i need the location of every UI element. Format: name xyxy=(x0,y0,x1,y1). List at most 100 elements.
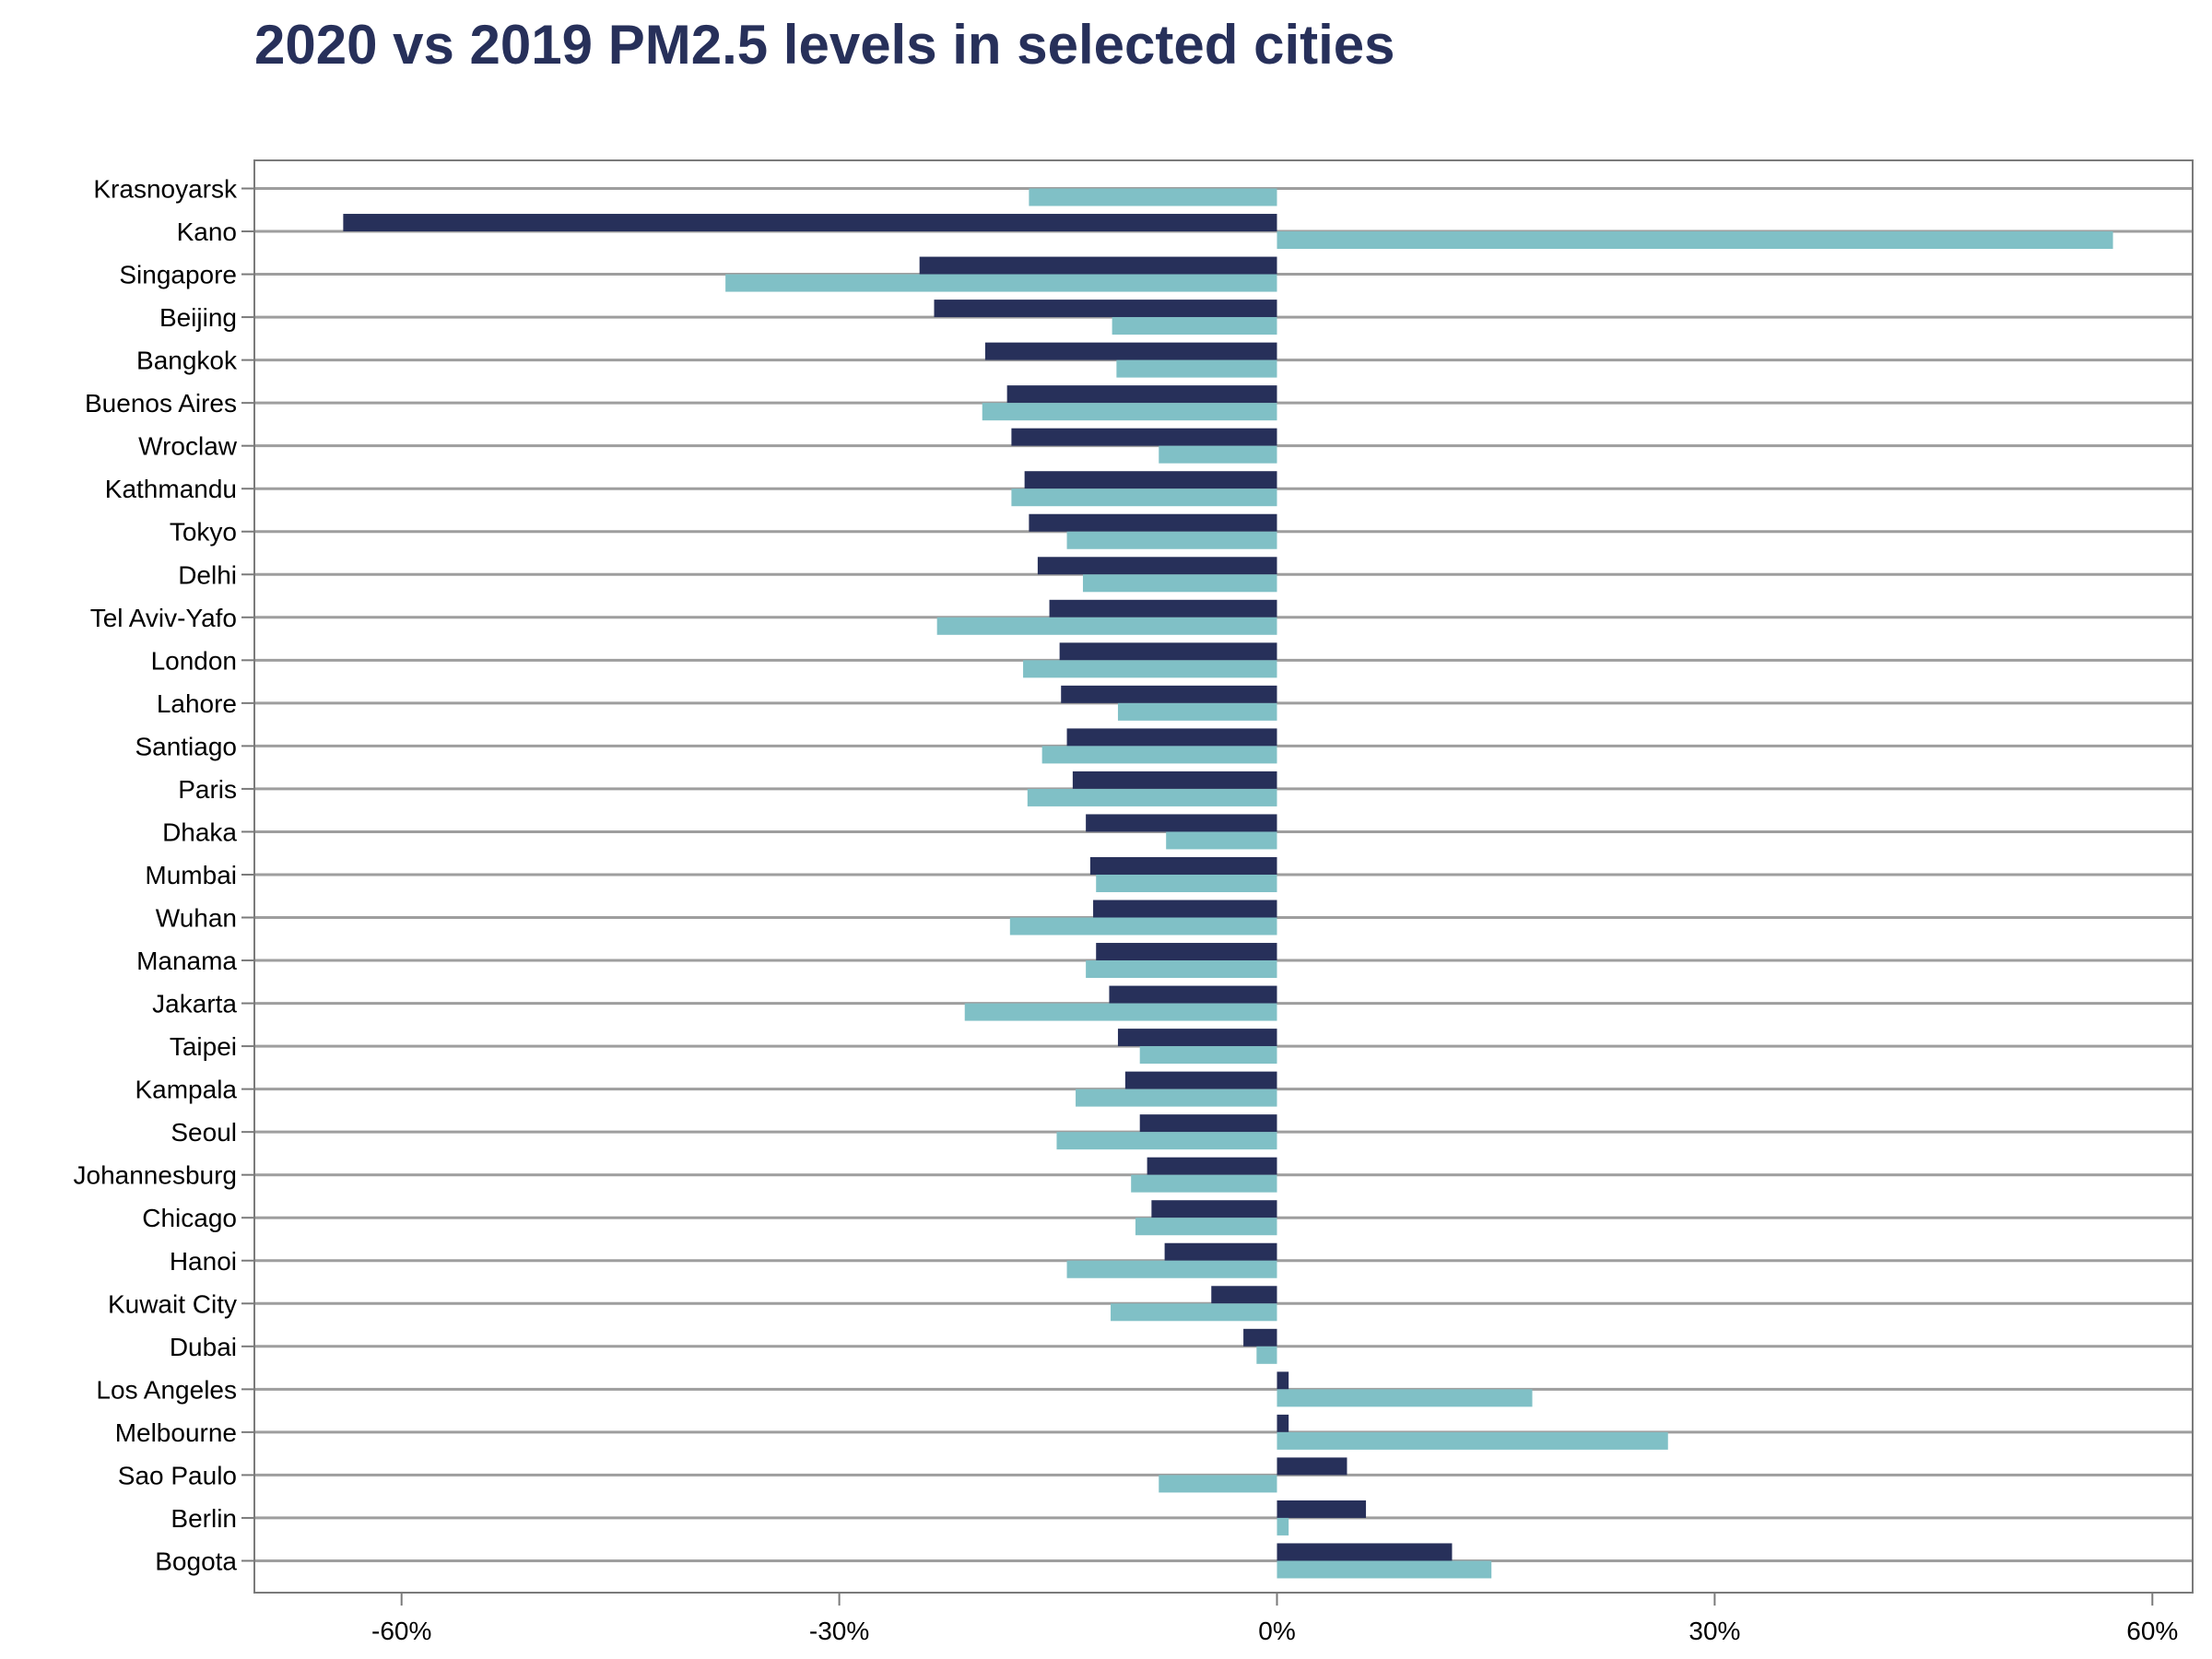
bar-manama-series-1 xyxy=(1096,943,1277,961)
category-label-tel-aviv-yafo: Tel Aviv-Yafo xyxy=(90,604,237,632)
bar-tokyo-series-2 xyxy=(1066,531,1277,549)
bar-tokyo-series-1 xyxy=(1029,513,1277,532)
bar-singapore-series-2 xyxy=(725,274,1277,292)
category-label-wuhan: Wuhan xyxy=(156,904,237,933)
category-label-buenos-aires: Buenos Aires xyxy=(85,389,237,418)
bar-buenos-aires-series-2 xyxy=(982,403,1277,421)
category-label-london: London xyxy=(151,646,237,675)
category-label-delhi: Delhi xyxy=(178,560,237,589)
x-tick-label-minus-60: -60% xyxy=(371,1617,431,1645)
bar-seoul-series-2 xyxy=(1056,1132,1277,1150)
bar-beijing-series-1 xyxy=(934,300,1277,318)
plot-frame xyxy=(253,159,2194,1594)
bar-wuhan-series-1 xyxy=(1093,900,1277,918)
bar-kano-series-2 xyxy=(1277,231,2113,250)
category-label-kano: Kano xyxy=(177,218,237,246)
category-label-melbourne: Melbourne xyxy=(115,1418,237,1447)
bar-bogota-series-2 xyxy=(1277,1560,1492,1579)
category-label-dhaka: Dhaka xyxy=(162,818,237,846)
bar-taipei-series-1 xyxy=(1117,1029,1277,1047)
bar-dubai-series-2 xyxy=(1256,1346,1277,1364)
bar-johannesburg-series-2 xyxy=(1131,1174,1277,1193)
bar-london-series-2 xyxy=(1023,660,1277,678)
category-label-seoul: Seoul xyxy=(171,1118,237,1147)
bar-berlin-series-1 xyxy=(1277,1500,1367,1518)
category-label-tokyo: Tokyo xyxy=(170,518,237,547)
bar-melbourne-series-1 xyxy=(1277,1414,1289,1432)
bar-manama-series-2 xyxy=(1086,960,1277,979)
category-label-manama: Manama xyxy=(136,947,237,975)
bar-seoul-series-1 xyxy=(1139,1114,1277,1133)
bar-mumbai-series-1 xyxy=(1089,856,1277,875)
bar-melbourne-series-2 xyxy=(1277,1431,1668,1450)
bar-dhaka-series-1 xyxy=(1086,814,1277,832)
bar-hanoi-series-2 xyxy=(1066,1260,1277,1278)
bar-sao-paulo-series-1 xyxy=(1277,1457,1347,1476)
bar-singapore-series-1 xyxy=(919,256,1277,275)
x-tick-label-60: 60% xyxy=(2126,1617,2178,1645)
bar-sao-paulo-series-2 xyxy=(1159,1475,1277,1493)
chart-title: 2020 vs 2019 PM2.5 levels in selected ci… xyxy=(254,14,1395,76)
bar-kathmandu-series-2 xyxy=(1011,488,1277,507)
category-label-los-angeles: Los Angeles xyxy=(96,1375,237,1404)
bar-jakarta-series-1 xyxy=(1109,985,1277,1004)
bar-lahore-series-2 xyxy=(1117,702,1277,721)
bar-hanoi-series-1 xyxy=(1164,1242,1277,1261)
bar-paris-series-1 xyxy=(1072,771,1277,789)
x-tick-label-minus-30: -30% xyxy=(809,1617,869,1645)
bar-los-angeles-series-1 xyxy=(1277,1371,1289,1390)
category-label-kampala: Kampala xyxy=(135,1076,237,1104)
bar-mumbai-series-2 xyxy=(1096,874,1277,892)
bar-bangkok-series-1 xyxy=(984,342,1277,360)
bar-kuwait-city-series-1 xyxy=(1211,1286,1277,1304)
bar-kathmandu-series-1 xyxy=(1024,471,1277,489)
bar-kuwait-city-series-2 xyxy=(1111,1303,1277,1322)
category-label-jakarta: Jakarta xyxy=(152,990,237,1018)
bar-wuhan-series-2 xyxy=(1009,917,1277,935)
category-label-santiago: Santiago xyxy=(135,732,237,760)
category-label-taipei: Taipei xyxy=(170,1032,237,1061)
bar-buenos-aires-series-1 xyxy=(1006,385,1277,404)
category-labels: Krasnoyarsk Kano Singapore Beijing Bangkok Bu… xyxy=(74,175,254,1575)
bar-tel-aviv-yafo-series-1 xyxy=(1049,599,1277,618)
category-label-kathmandu: Kathmandu xyxy=(105,475,237,503)
category-label-chicago: Chicago xyxy=(142,1204,237,1232)
bar-dhaka-series-2 xyxy=(1166,831,1277,850)
bar-kampala-series-1 xyxy=(1124,1071,1277,1089)
bar-berlin-series-2 xyxy=(1277,1517,1289,1535)
category-label-dubai: Dubai xyxy=(170,1333,237,1361)
category-label-paris: Paris xyxy=(178,775,237,804)
bar-santiago-series-2 xyxy=(1041,746,1277,764)
category-label-krasnoyarsk: Krasnoyarsk xyxy=(93,175,238,204)
category-label-bangkok: Bangkok xyxy=(136,347,238,375)
bar-kano-series-1 xyxy=(343,214,1277,232)
bar-wroclaw-series-2 xyxy=(1159,445,1277,464)
bar-bogota-series-1 xyxy=(1277,1543,1453,1561)
category-label-bogota: Bogota xyxy=(155,1547,237,1575)
category-label-hanoi: Hanoi xyxy=(170,1247,237,1276)
bar-chicago-series-1 xyxy=(1151,1200,1277,1218)
category-label-kuwait-city: Kuwait City xyxy=(108,1289,237,1318)
bar-lahore-series-1 xyxy=(1061,685,1277,703)
bar-chicago-series-2 xyxy=(1135,1218,1277,1236)
category-label-mumbai: Mumbai xyxy=(145,861,237,889)
bar-tel-aviv-yafo-series-2 xyxy=(936,617,1277,635)
bar-dubai-series-1 xyxy=(1243,1328,1277,1347)
bar-jakarta-series-2 xyxy=(964,1003,1277,1021)
bar-krasnoyarsk-series-2 xyxy=(1029,188,1277,206)
category-label-berlin: Berlin xyxy=(171,1504,237,1533)
bar-bangkok-series-2 xyxy=(1116,359,1277,378)
bar-london-series-1 xyxy=(1059,642,1277,661)
x-axis: -60% -30% 0% 30% 60% xyxy=(371,1593,2178,1645)
category-label-beijing: Beijing xyxy=(159,303,237,332)
category-label-johannesburg: Johannesburg xyxy=(74,1161,237,1190)
bar-beijing-series-2 xyxy=(1112,317,1277,335)
bar-kampala-series-2 xyxy=(1076,1088,1277,1107)
bar-santiago-series-1 xyxy=(1066,728,1277,747)
category-label-singapore: Singapore xyxy=(119,261,237,289)
bar-paris-series-2 xyxy=(1027,788,1277,806)
bar-wroclaw-series-1 xyxy=(1011,428,1277,446)
category-label-wroclaw: Wroclaw xyxy=(138,432,238,461)
bar-delhi-series-2 xyxy=(1082,574,1277,593)
